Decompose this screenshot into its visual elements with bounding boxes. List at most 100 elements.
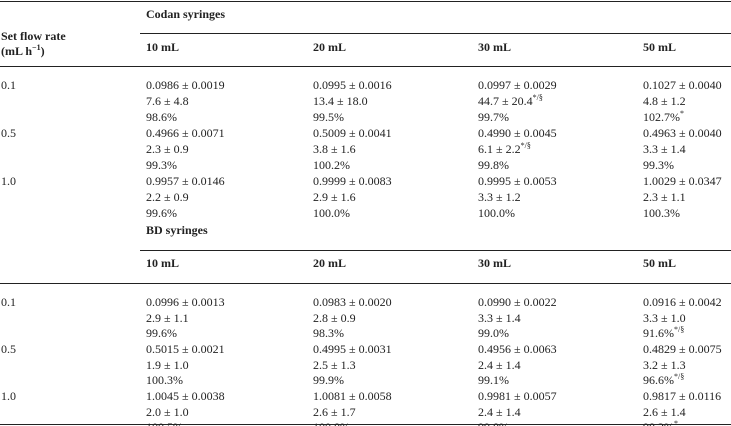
cell-line: 98.6%	[146, 110, 177, 124]
cell-line: 2.4 ± 1.4	[478, 357, 521, 372]
cell-line: 99.3%	[643, 158, 674, 172]
cell-line: 0.0983 ± 0.0020	[313, 295, 392, 309]
flow-rate: 1.0	[1, 174, 16, 188]
cell-line: 0.9999 ± 0.0083	[313, 174, 392, 188]
cell-line: 0.0997 ± 0.0029	[478, 78, 557, 92]
cell-line: 98.2%*	[643, 420, 678, 426]
cell-line: 13.4 ± 18.0	[313, 94, 368, 108]
cell-line: 2.3 ± 0.9	[146, 142, 189, 156]
cell-line: 2.5 ± 1.3	[313, 357, 356, 372]
flow-rate: 1.0	[1, 389, 16, 403]
cell-line: 102.7%*	[643, 109, 684, 125]
cell-line: 3.2 ± 1.3	[643, 357, 686, 372]
cell-line: 99.6%	[146, 326, 177, 340]
unit-sup: −1	[32, 43, 41, 52]
row-header: Set flow rate	[1, 29, 66, 43]
cell-line: 0.4990 ± 0.0045	[478, 126, 557, 140]
cell-line: 2.6 ± 1.7	[313, 404, 356, 419]
cell-line: 6.1 ± 2.2*/§	[478, 142, 531, 157]
flow-rate: 0.5	[1, 342, 16, 356]
cell-line: 0.9957 ± 0.0146	[146, 174, 225, 188]
unit-close: )	[40, 44, 45, 58]
cell-line: 99.8%	[478, 420, 509, 426]
cell-line: 1.0081 ± 0.0058	[313, 389, 392, 403]
bottom-rule	[0, 424, 731, 425]
cell-line: 1.0045 ± 0.0038	[146, 389, 225, 403]
cell-line: 99.5%	[313, 110, 344, 124]
cell-line: 3.8 ± 1.6	[313, 142, 356, 156]
cell-line: 99.7%	[478, 110, 509, 124]
cell-line: 0.0916 ± 0.0042	[643, 295, 722, 309]
cell-line: 100.3%	[643, 206, 680, 220]
column-header: 30 mL	[478, 256, 511, 270]
cell-line: 0.4956 ± 0.0063	[478, 342, 557, 356]
cell-line: 0.9981 ± 0.0057	[478, 389, 557, 403]
cell-line: 0.9995 ± 0.0053	[478, 174, 557, 188]
cell-line: 3.3 ± 1.2	[478, 190, 521, 204]
significance-mark: */§	[674, 372, 685, 381]
cell-line: 2.2 ± 0.9	[146, 190, 189, 204]
significance-mark: *	[674, 419, 678, 426]
cell-line: 98.3%	[313, 326, 344, 340]
cell-line: 0.0986 ± 0.0019	[146, 78, 225, 92]
column-header: 10 mL	[146, 40, 179, 54]
cell-line: 44.7 ± 20.4*/§	[478, 93, 543, 109]
cell-text: 6.1 ± 2.2	[478, 142, 521, 156]
column-header: 30 mL	[478, 40, 511, 54]
row-header-unit: (mL h−1)	[1, 43, 45, 59]
cell-line: 7.6 ± 4.8	[146, 94, 189, 108]
cell-line: 2.3 ± 1.1	[643, 190, 686, 204]
cell-line: 96.6%*/§	[643, 372, 685, 388]
cell-line: 99.3%	[146, 158, 177, 172]
cell-text: 44.7 ± 20.4	[478, 94, 533, 108]
cell-line: 0.1027 ± 0.0040	[643, 78, 722, 92]
cell-line: 91.6%*/§	[643, 325, 685, 341]
cell-line: 0.9817 ± 0.0116	[643, 389, 722, 403]
cell-line: 3.3 ± 1.0	[643, 310, 686, 325]
cell-line: 99.6%	[146, 206, 177, 220]
cell-text: 96.6%	[643, 373, 674, 387]
significance-mark: *	[680, 109, 684, 118]
column-header: 20 mL	[313, 256, 346, 270]
significance-mark: */§	[674, 325, 685, 334]
cell-line: 99.9%	[313, 373, 344, 387]
cell-line: 0.0995 ± 0.0016	[313, 78, 392, 92]
cell-line: 100.2%	[313, 158, 350, 172]
cell-line: 2.4 ± 1.4	[478, 404, 521, 419]
cell-line: 99.8%	[478, 158, 509, 172]
cell-line: 0.0996 ± 0.0013	[146, 295, 225, 309]
flow-rate: 0.5	[1, 126, 16, 140]
cell-line: 2.8 ± 0.9	[313, 310, 356, 325]
header-rule	[0, 66, 731, 67]
unit: (mL h	[1, 44, 33, 58]
cell-line: 2.9 ± 1.1	[146, 310, 189, 325]
section-title: Codan syringes	[146, 7, 226, 21]
cell-line: 2.6 ± 1.4	[643, 404, 686, 419]
cell-text: 102.7%	[643, 110, 680, 124]
column-header: 10 mL	[146, 256, 179, 270]
cell-line: 99.0%	[478, 326, 509, 340]
cell-line: 0.4963 ± 0.0040	[643, 126, 722, 140]
flow-rate: 0.1	[1, 295, 16, 309]
cell-line: 0.5015 ± 0.0021	[146, 342, 225, 356]
column-header: 20 mL	[313, 40, 346, 54]
section-rule	[140, 33, 731, 34]
cell-line: 0.4829 ± 0.0075	[643, 342, 722, 356]
section-rule	[140, 250, 731, 251]
cell-line: 0.5009 ± 0.0041	[313, 126, 392, 140]
cell-text: 91.6%	[643, 326, 674, 340]
header-rule	[0, 283, 731, 284]
cell-line: 100.3%	[146, 373, 183, 387]
cell-line: 1.0029 ± 0.0347	[643, 174, 722, 188]
cell-line: 4.8 ± 1.2	[643, 94, 686, 108]
column-header: 50 mL	[643, 40, 676, 54]
cell-line: 1.9 ± 1.0	[146, 357, 189, 372]
cell-line: 99.1%	[478, 373, 509, 387]
cell-line: 100.8%	[313, 420, 350, 426]
cell-line: 100.0%	[478, 206, 515, 220]
cell-text: 98.2%	[643, 420, 674, 426]
cell-line: 2.9 ± 1.6	[313, 190, 356, 204]
significance-mark: */§	[532, 93, 543, 102]
cell-line: 3.3 ± 1.4	[478, 310, 521, 325]
cell-line: 0.0990 ± 0.0022	[478, 295, 557, 309]
